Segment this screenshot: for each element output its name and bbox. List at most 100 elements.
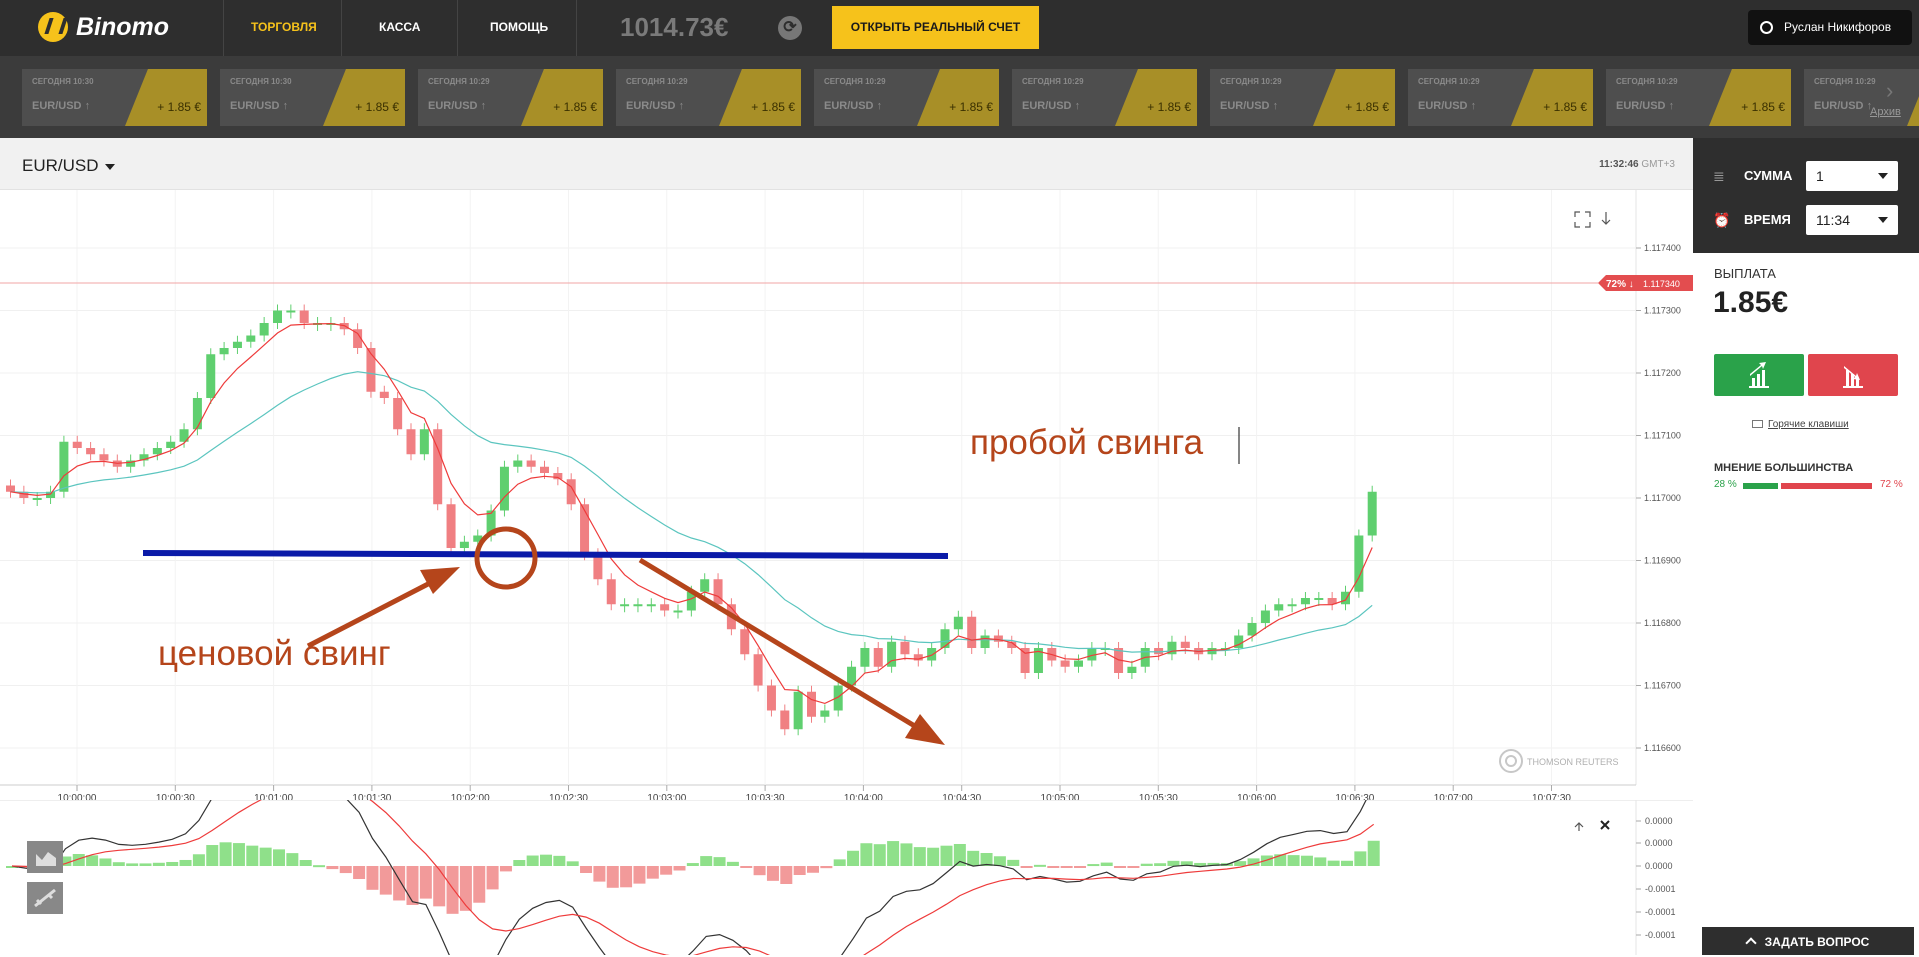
ticker-deal-tile[interactable]: СЕГОДНЯ 10:30 EUR/USD ↑ + 1.85 € bbox=[220, 69, 405, 126]
watermark-text: THOMSON REUTERS bbox=[1527, 757, 1619, 767]
histogram-bar bbox=[206, 845, 219, 866]
deal-pair-name: EUR/USD bbox=[1814, 100, 1864, 112]
amount-value: 1 bbox=[1816, 168, 1824, 184]
histogram-bar bbox=[486, 866, 499, 890]
amount-label: СУММА bbox=[1744, 168, 1793, 183]
histogram-bar bbox=[1300, 855, 1313, 866]
candle bbox=[980, 635, 990, 648]
candle bbox=[406, 429, 416, 455]
archive-link[interactable]: Архив bbox=[1870, 106, 1901, 118]
asset-name: EUR/USD bbox=[22, 156, 99, 175]
price-swing-annotation: ценовой свинг bbox=[158, 634, 391, 673]
histogram-bar bbox=[1167, 860, 1180, 866]
candle bbox=[873, 648, 883, 667]
histogram-bar bbox=[353, 866, 366, 880]
time-label: 10:06:00 bbox=[1237, 793, 1276, 800]
candle bbox=[6, 485, 15, 492]
candle bbox=[753, 654, 763, 686]
candle bbox=[486, 510, 496, 536]
amount-select[interactable]: 1 bbox=[1806, 161, 1898, 191]
candle bbox=[72, 441, 82, 448]
candle bbox=[1033, 648, 1043, 673]
histogram-bar bbox=[459, 866, 472, 911]
candle bbox=[913, 654, 923, 661]
candle bbox=[633, 604, 643, 607]
deal-time: СЕГОДНЯ 10:29 bbox=[1022, 77, 1084, 86]
candle bbox=[1354, 535, 1364, 592]
histogram-bar bbox=[1194, 862, 1207, 866]
nav-cashier[interactable]: КАССА bbox=[379, 20, 421, 34]
payout-value: 1.85€ bbox=[1713, 286, 1789, 319]
candle bbox=[286, 310, 296, 313]
strike-price-badge: 72% ↓ 1.117340 bbox=[1598, 275, 1693, 291]
refresh-balance-icon[interactable]: ⟳ bbox=[778, 16, 802, 40]
candle bbox=[393, 398, 403, 430]
chevron-right-icon[interactable]: › bbox=[1886, 78, 1894, 103]
nav-help[interactable]: ПОМОЩЬ bbox=[490, 20, 549, 34]
histogram-bar bbox=[1247, 858, 1260, 866]
fullscreen-icon[interactable] bbox=[1574, 211, 1591, 228]
candle bbox=[1127, 666, 1137, 673]
price-level-label: 1.116700 bbox=[1644, 681, 1681, 691]
candle bbox=[540, 466, 549, 473]
histogram-bar bbox=[887, 841, 900, 866]
candle bbox=[366, 348, 376, 392]
histogram-bar bbox=[1327, 860, 1340, 866]
histogram-bar bbox=[339, 866, 352, 874]
swing-level-line bbox=[142, 550, 949, 559]
histogram-bar bbox=[259, 847, 272, 866]
histogram-bar bbox=[1114, 866, 1127, 868]
candle bbox=[513, 460, 523, 467]
user-status-icon bbox=[1760, 21, 1773, 34]
put-down-button[interactable] bbox=[1808, 354, 1898, 396]
histogram-bar bbox=[780, 866, 793, 884]
candle bbox=[713, 579, 723, 605]
account-balance: 1014.73€ bbox=[620, 12, 729, 42]
histogram-bar bbox=[86, 855, 99, 866]
hotkeys-link[interactable]: Горячие клавиши bbox=[1768, 419, 1849, 430]
deal-payout: + 1.85 € bbox=[355, 100, 399, 114]
histogram-bar bbox=[299, 860, 312, 866]
nav-trading[interactable]: ТОРГОВЛЯ bbox=[251, 20, 317, 34]
user-menu[interactable]: Руслан Никифоров bbox=[1748, 10, 1912, 45]
histogram-bar bbox=[807, 866, 819, 873]
oscillator-level-label: -0.0001 bbox=[1645, 907, 1676, 917]
expiry-time-select[interactable]: 11:34 bbox=[1806, 205, 1898, 235]
call-up-button[interactable] bbox=[1714, 354, 1804, 396]
download-icon[interactable] bbox=[1601, 212, 1611, 225]
brand-logo[interactable]: Binomo bbox=[38, 12, 169, 42]
majority-opinion-label: МНЕНИЕ БОЛЬШИНСТВА bbox=[1714, 462, 1854, 474]
histogram-bar bbox=[860, 843, 873, 866]
chart-header: EUR/USD 11:32:46 GMT+3 bbox=[0, 138, 1693, 190]
open-real-account-button[interactable]: ОТКРЫТЬ РЕАЛЬНЫЙ СЧЕТ bbox=[832, 6, 1039, 49]
macd-oscillator-chart[interactable]: 0.0000 0.0000 0.0000 -0.0001 -0.0001 -0.0001 bbox=[0, 800, 1693, 955]
oscillator-collapse-icon[interactable] bbox=[1574, 822, 1584, 831]
candle bbox=[967, 616, 977, 648]
candle bbox=[1234, 635, 1244, 648]
payout-label: ВЫПЛАТА bbox=[1714, 266, 1776, 281]
candle bbox=[1167, 641, 1177, 655]
histogram-bar bbox=[1354, 851, 1367, 866]
asset-selector[interactable]: EUR/USD bbox=[22, 156, 115, 176]
chevron-down-icon bbox=[1878, 217, 1888, 223]
trend-up-icon bbox=[1749, 362, 1769, 388]
candle bbox=[46, 491, 56, 498]
close-icon[interactable] bbox=[1600, 820, 1610, 830]
histogram-bar bbox=[1047, 866, 1060, 868]
candle bbox=[993, 635, 1003, 642]
swing-pointer-arrow bbox=[306, 567, 460, 649]
deal-time: СЕГОДНЯ 10:30 bbox=[230, 77, 292, 86]
nav-divider bbox=[341, 0, 342, 56]
price-chart[interactable]: 72% ↓ 1.117340 1.117400 1.117300 1.117200 1… bbox=[0, 190, 1693, 800]
ticker-deal-tile[interactable]: СЕГОДНЯ 10:30 EUR/USD ↑ + 1.85 € bbox=[22, 69, 207, 126]
ask-question-button[interactable]: ЗАДАТЬ ВОПРОС bbox=[1702, 927, 1914, 955]
histogram-bar bbox=[740, 866, 753, 868]
